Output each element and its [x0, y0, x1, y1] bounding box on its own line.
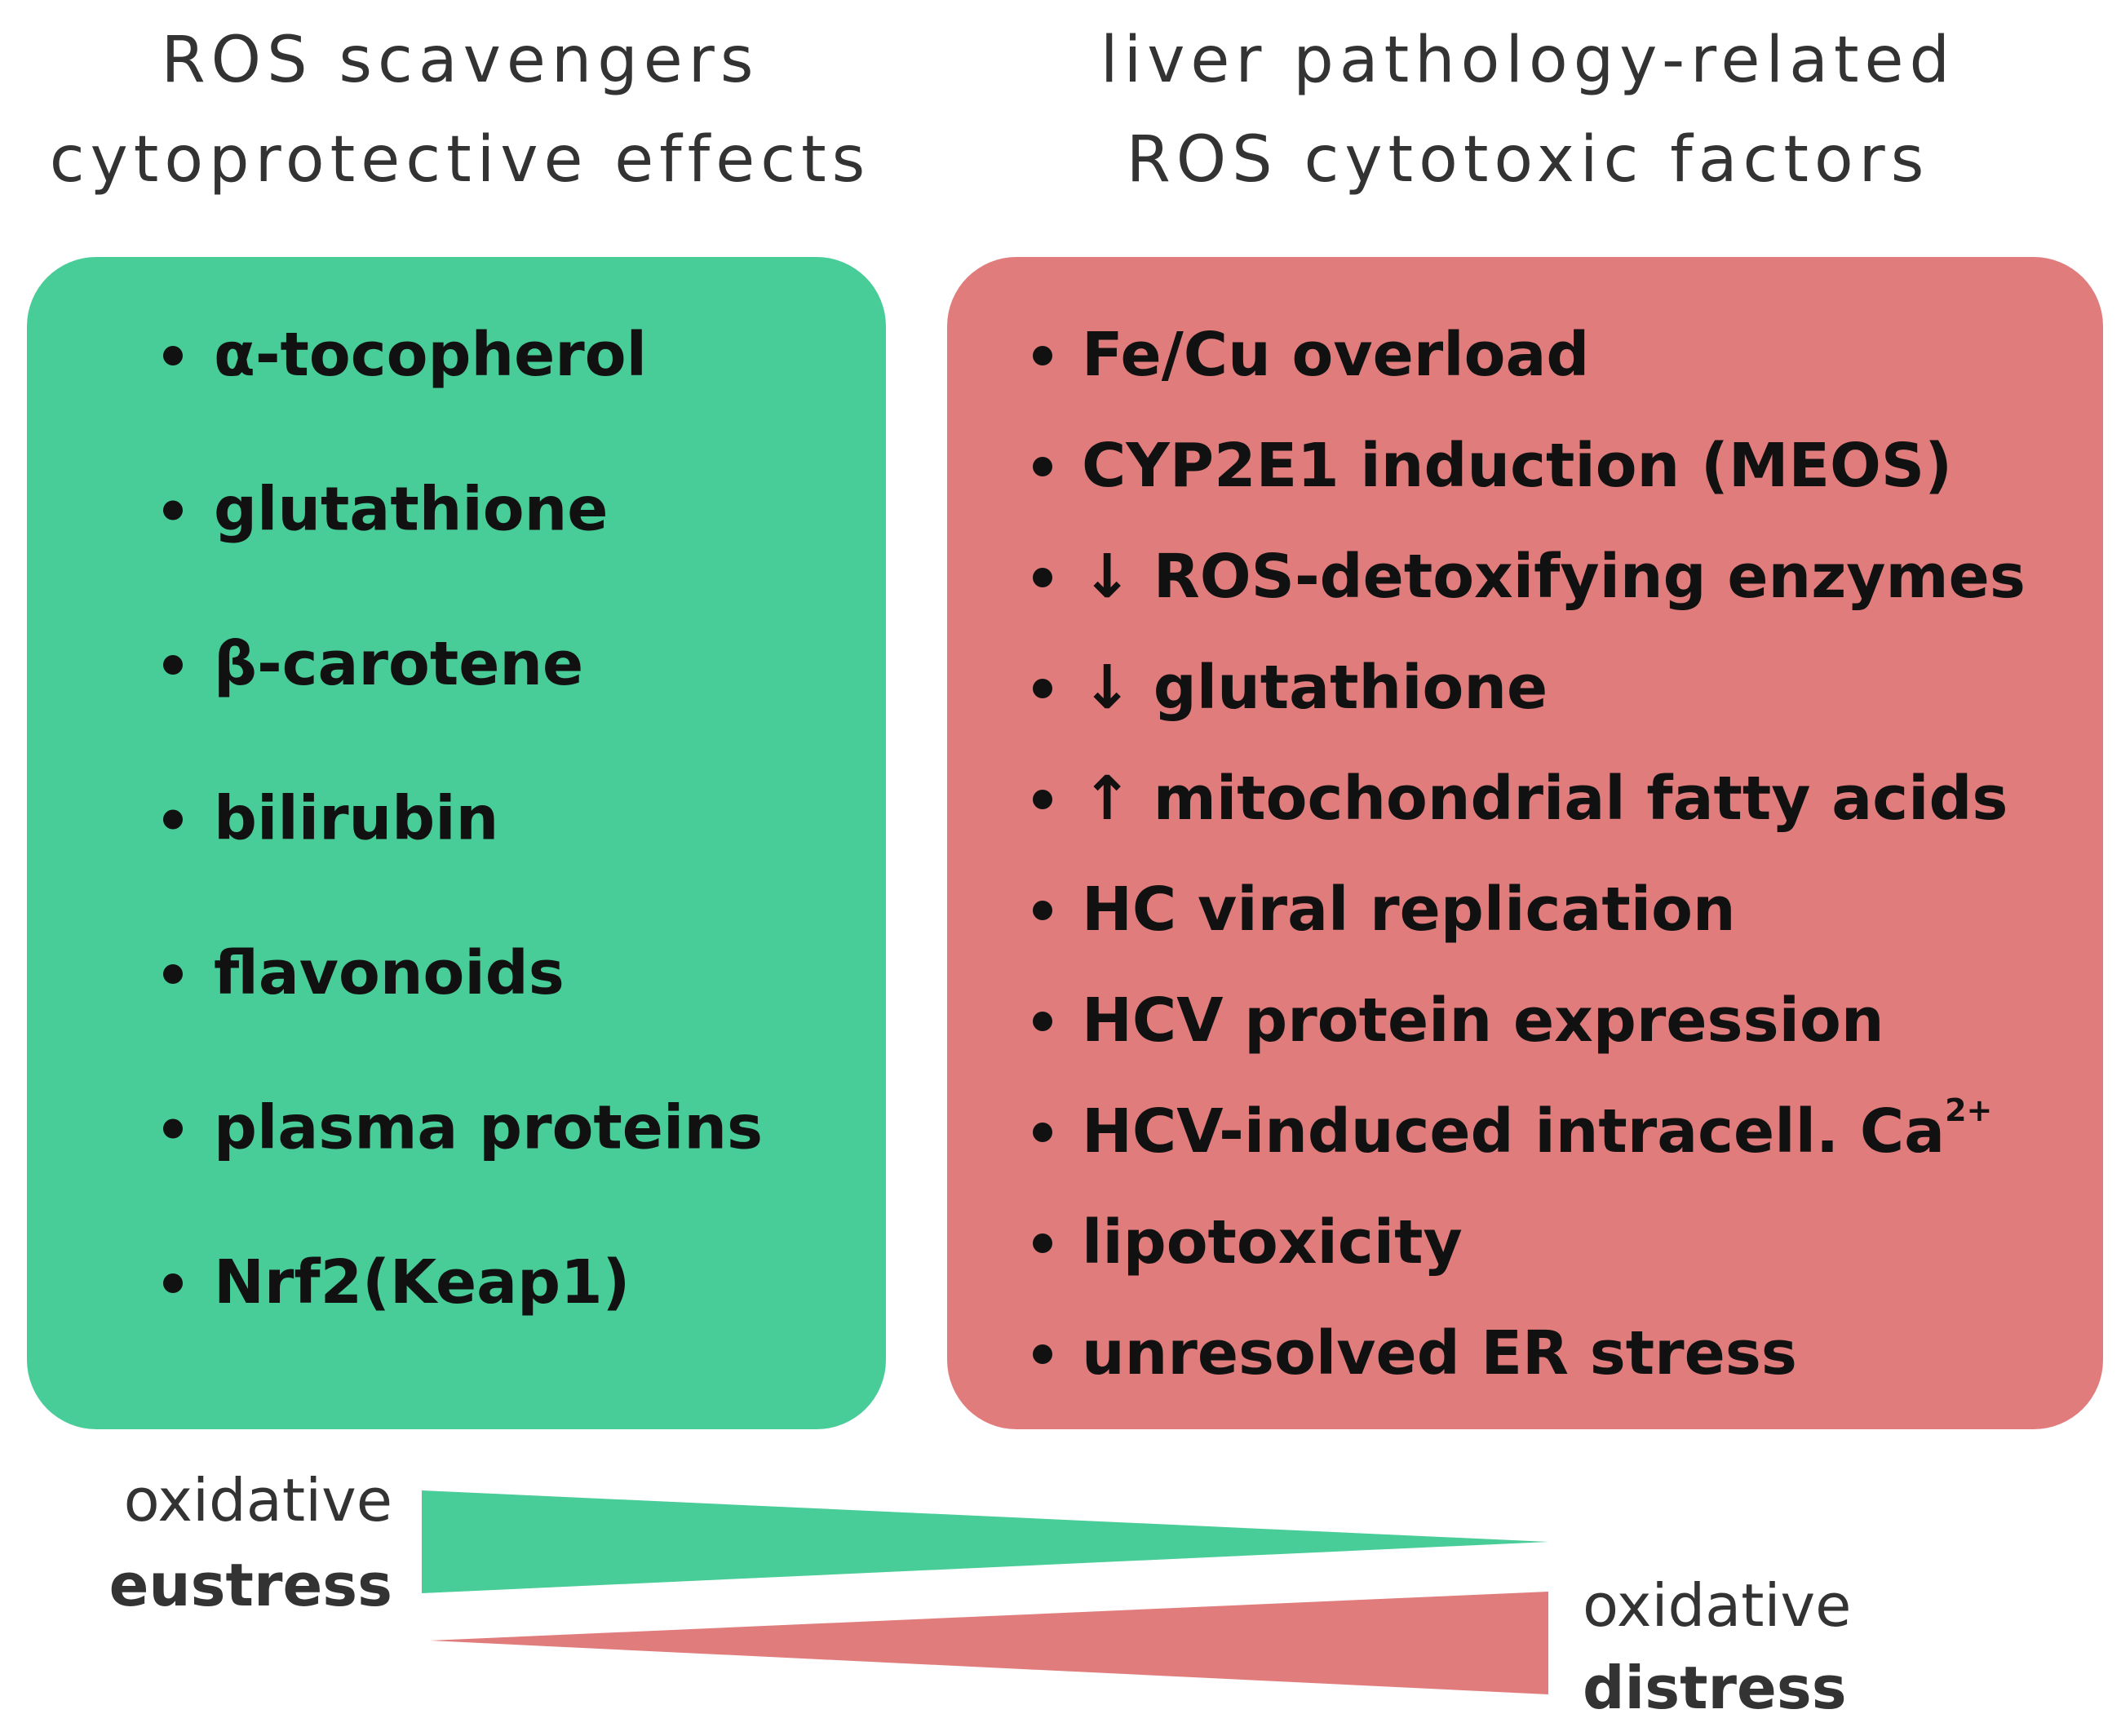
left-header-line: ROS scavengers: [161, 24, 759, 97]
left-header-line: cytoprotective effects: [50, 123, 871, 197]
bullet: [1033, 679, 1052, 698]
distress-label: oxidative: [1583, 1571, 1851, 1640]
list-item: α-tocopherol: [214, 320, 647, 390]
right-box: [947, 257, 2103, 1429]
bullet: [163, 655, 183, 675]
list-item: ↑ mitochondrial fatty acids: [1082, 764, 2008, 834]
bullet: [1033, 901, 1052, 920]
bullet: [1033, 346, 1052, 365]
distress-wedge: [430, 1592, 1548, 1694]
bullet: [163, 964, 183, 984]
list-item: ↓ ROS-detoxifying enzymes: [1082, 542, 2026, 612]
left-box: [27, 257, 886, 1429]
item-superscript: 2+: [1945, 1092, 1992, 1128]
eustress-label: oxidative: [124, 1466, 392, 1534]
bullet: [1033, 1233, 1052, 1253]
bullet: [1033, 568, 1052, 587]
list-item: HCV-induced intracell. Ca2+: [1082, 1092, 1992, 1167]
list-item: β-carotene: [214, 629, 583, 699]
distress-label: distress: [1583, 1654, 1847, 1722]
eustress-wedge: [422, 1490, 1548, 1593]
right-header-line: liver pathology-related: [1100, 24, 1955, 97]
bullet: [163, 346, 183, 365]
bullet: [163, 809, 183, 830]
eustress-label: eustress: [109, 1551, 392, 1619]
list-item: Nrf2(Keap1): [214, 1247, 630, 1318]
bullet: [163, 1273, 183, 1293]
list-item: CYP2E1 induction (MEOS): [1082, 431, 1952, 501]
list-item: glutathione: [214, 475, 608, 545]
bullet: [1033, 1344, 1052, 1364]
list-item: lipotoxicity: [1082, 1207, 1463, 1278]
bullet: [1033, 1012, 1052, 1031]
right-header-line: ROS cytotoxic factors: [1127, 123, 1930, 197]
bullet: [163, 500, 183, 520]
list-item: flavonoids: [214, 938, 565, 1008]
list-item: unresolved ER stress: [1082, 1318, 1797, 1388]
bullet: [1033, 457, 1052, 476]
list-item: HCV protein expression: [1082, 985, 1884, 1056]
bullet: [163, 1118, 183, 1139]
list-item: plasma proteins: [214, 1093, 763, 1163]
item-text: HCV-induced intracell. Ca: [1082, 1096, 1945, 1167]
bullet: [1033, 1123, 1052, 1142]
list-item: Fe/Cu overload: [1082, 320, 1589, 390]
list-item: bilirubin: [214, 784, 498, 854]
bullet: [1033, 790, 1052, 809]
list-item: ↓ glutathione: [1082, 653, 1548, 723]
list-item: HC viral replication: [1082, 875, 1736, 945]
